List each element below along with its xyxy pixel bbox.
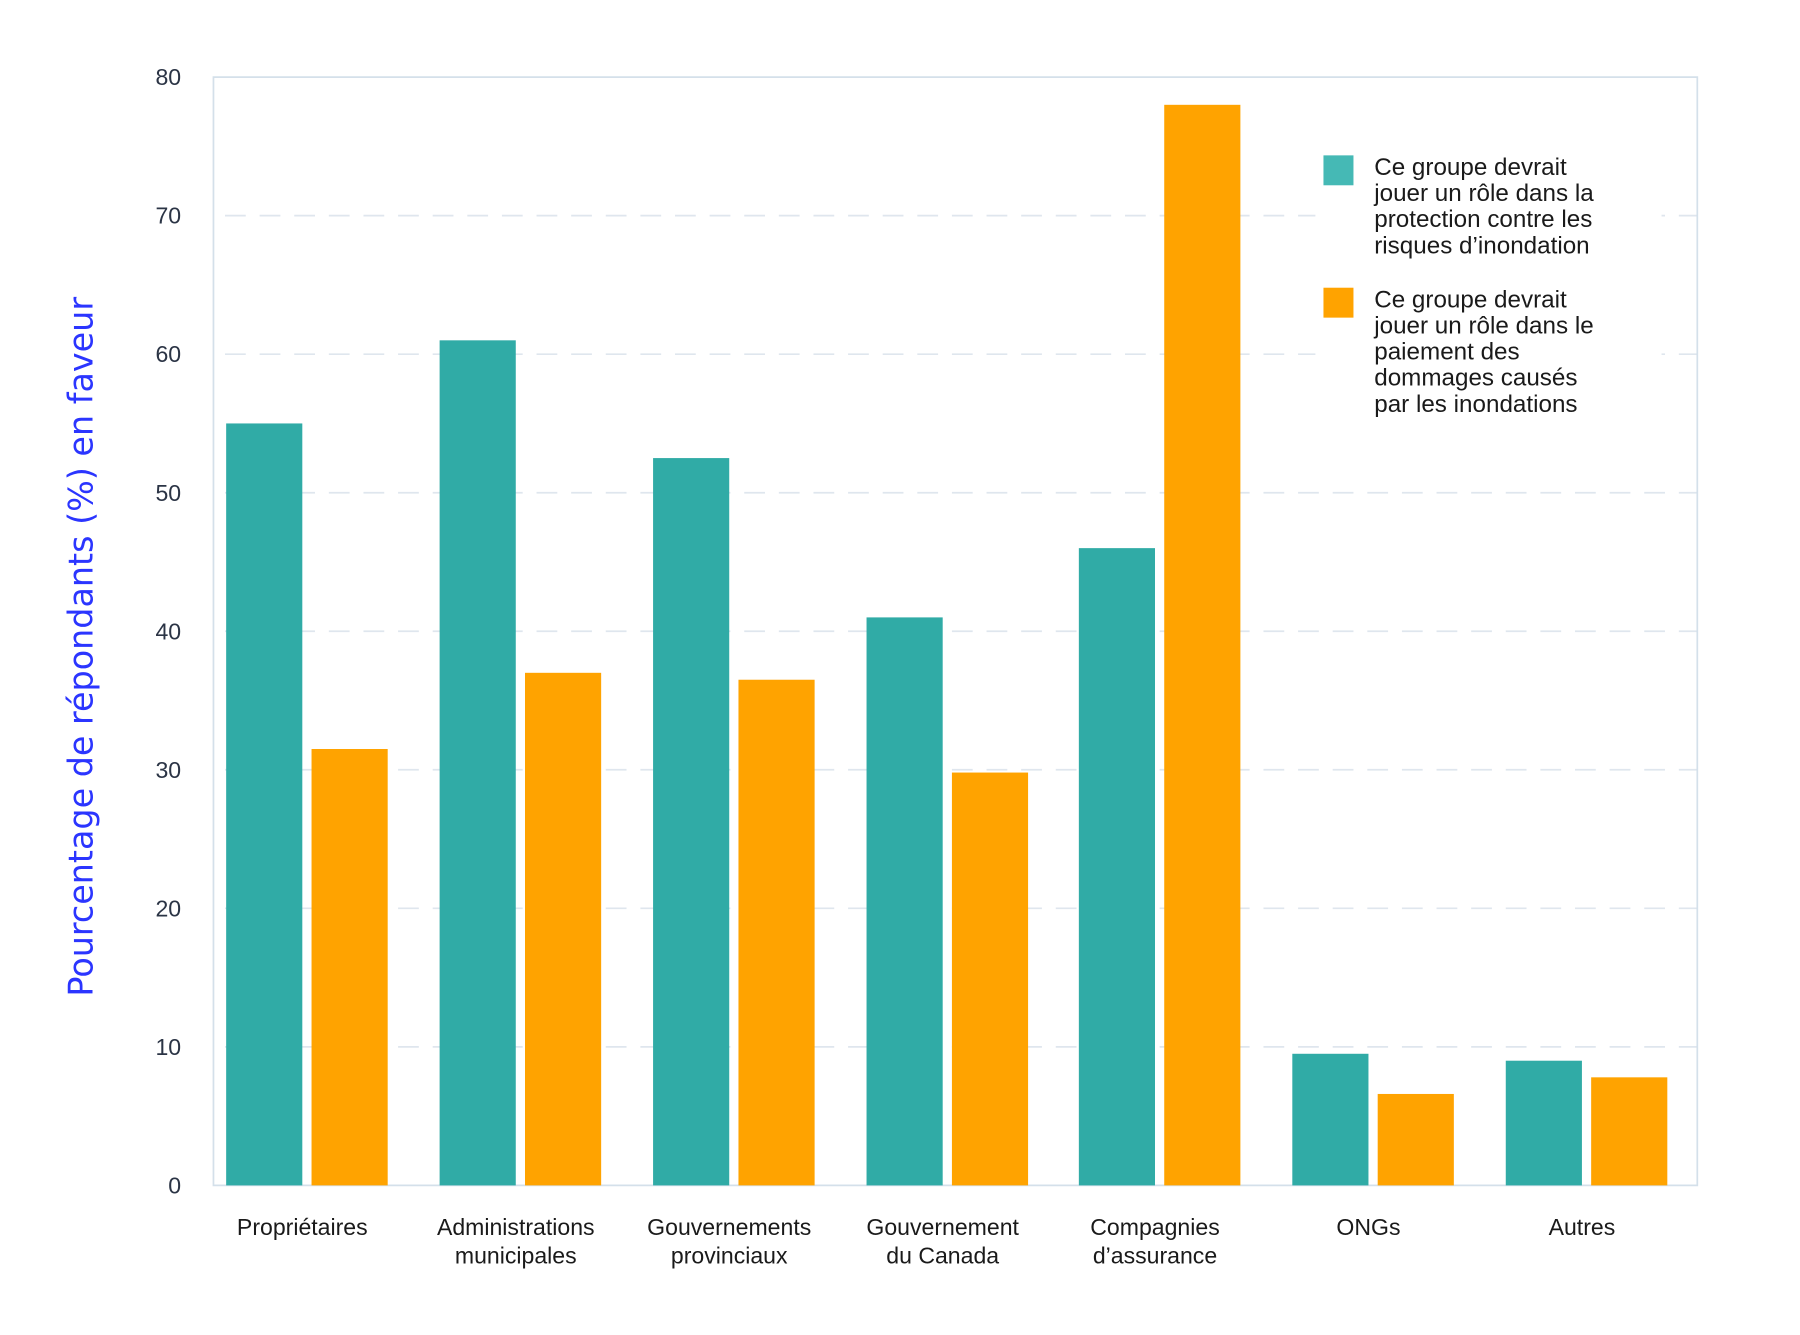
legend-label: jouer un rôle dans le (1373, 312, 1593, 339)
y-tick-label: 80 (155, 64, 181, 90)
x-tick-label: Propriétaires (237, 1214, 368, 1240)
y-tick-label: 30 (155, 757, 181, 783)
x-tick-label: Compagnies (1090, 1214, 1219, 1240)
y-tick-label: 20 (155, 895, 181, 921)
y-axis-label: Pourcentage de répondants (%) en faveur (61, 297, 100, 997)
y-tick-label: 10 (155, 1034, 181, 1060)
legend-label: par les inondations (1374, 391, 1577, 418)
legend-label: dommages causés (1374, 365, 1577, 392)
y-tick-label: 0 (168, 1172, 181, 1198)
bar-paiement (311, 749, 388, 1186)
legend-swatch (1323, 287, 1354, 318)
y-tick-label: 60 (155, 341, 181, 367)
x-tick-label: ONGs (1336, 1214, 1400, 1240)
x-tick-label: du Canada (886, 1243, 999, 1269)
legend-background (1315, 147, 1662, 424)
bar-paiement (1164, 104, 1241, 1186)
bar-protection (1292, 1053, 1369, 1186)
bar-paiement (525, 672, 602, 1186)
bar-protection (1505, 1060, 1582, 1186)
bar-paiement (738, 679, 815, 1186)
bar-paiement (1591, 1077, 1668, 1186)
y-tick-label: 40 (155, 618, 181, 644)
x-tick-label: municipales (455, 1243, 577, 1269)
legend-label: Ce groupe devrait (1374, 154, 1567, 181)
legend-label: paiement des (1374, 339, 1519, 366)
x-tick-label: Autres (1549, 1214, 1616, 1240)
legend-label: Ce groupe devrait (1374, 286, 1567, 313)
bar-protection (1078, 548, 1155, 1186)
legend-label: risques d’inondation (1374, 232, 1589, 259)
bar-protection (226, 423, 303, 1186)
legend-label: jouer un rôle dans la (1373, 180, 1594, 207)
x-tick-label: provinciaux (671, 1243, 788, 1269)
legend-swatch (1323, 155, 1354, 186)
y-tick-label: 70 (155, 203, 181, 229)
bar-protection (866, 617, 943, 1186)
x-tick-label: Gouvernement (866, 1214, 1019, 1240)
bar-paiement (1377, 1093, 1454, 1186)
y-tick-label: 50 (155, 480, 181, 506)
bar-paiement (951, 772, 1029, 1186)
bar-protection (653, 458, 730, 1186)
x-tick-label: d’assurance (1093, 1243, 1217, 1269)
legend-label: protection contre les (1374, 206, 1592, 233)
x-tick-label: Administrations (437, 1214, 595, 1240)
x-tick-label: Gouvernements (647, 1214, 811, 1240)
bar-protection (439, 340, 516, 1186)
